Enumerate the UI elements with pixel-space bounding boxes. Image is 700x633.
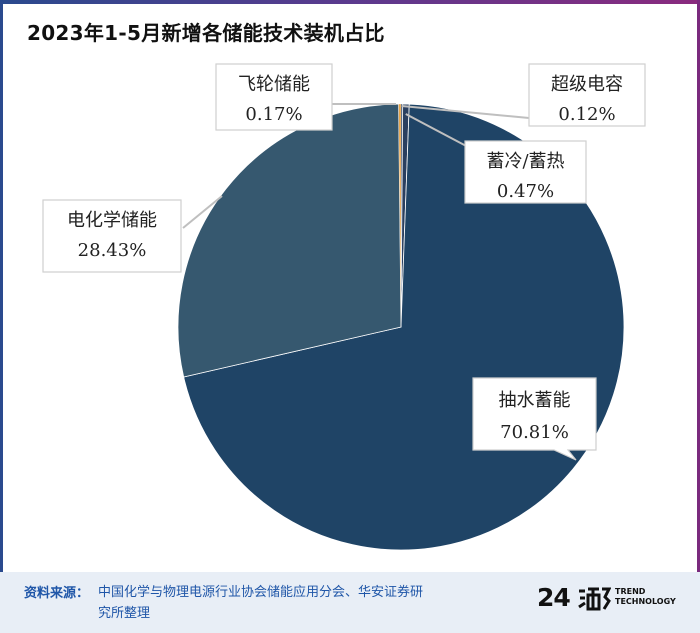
label-box-2 <box>472 377 597 461</box>
slice-value-0: 0.12% <box>558 104 615 125</box>
label-box-3 <box>42 199 182 273</box>
frame-left-border <box>0 0 3 633</box>
logo-number: 24 <box>537 583 571 612</box>
slice-value-1: 0.47% <box>497 181 554 202</box>
frame-top-border <box>0 0 700 4</box>
source-label: 资料来源： <box>24 586 90 601</box>
source-text: 中国化学与物理电源行业协会储能应用分会、华安证券研究所整理 <box>98 585 424 621</box>
label-box-4 <box>215 63 333 131</box>
chart-title: 2023年1-5月新增各储能技术装机占比 <box>27 21 385 45</box>
slice-label-2: 抽水蓄能 <box>499 390 571 411</box>
pie-chart: 超级电容 0.12% 蓄冷/蓄热 0.47% 抽水蓄能 70.81% 电化学储能 28.43%… <box>42 63 646 551</box>
logo-glyph-icon <box>578 587 611 611</box>
slice-value-2: 70.81% <box>500 422 569 443</box>
slice-value-3: 28.43% <box>78 240 147 261</box>
leader-line-0 <box>401 105 530 119</box>
slice-value-4: 0.17% <box>245 104 302 125</box>
logo-text-line1: TREND <box>615 587 646 596</box>
slice-label-3: 电化学储能 <box>67 210 157 231</box>
label-box-1 <box>464 140 587 204</box>
leader-line-3 <box>182 195 223 229</box>
pie-svg: 超级电容 0.12% 蓄冷/蓄热 0.47% 抽水蓄能 70.81% 电化学储能 28.43%… <box>42 63 646 551</box>
label-box-0 <box>528 63 646 127</box>
logo-text-line2: TECHNOLOGY <box>615 597 676 606</box>
footer: 资料来源： 中国化学与物理电源行业协会储能应用分会、华安证券研究所整理 24 T… <box>0 572 700 633</box>
pie-slice-3 <box>177 103 402 378</box>
slice-label-4: 飞轮储能 <box>238 74 310 95</box>
slice-label-1: 蓄冷/蓄热 <box>486 151 564 172</box>
logo-text: TREND TECHNOLOGY <box>615 587 676 607</box>
frame-right-border <box>697 0 700 633</box>
pie-slice-4 <box>398 103 402 328</box>
slice-label-0: 超级电容 <box>551 74 623 95</box>
leader-line-1 <box>405 113 471 149</box>
